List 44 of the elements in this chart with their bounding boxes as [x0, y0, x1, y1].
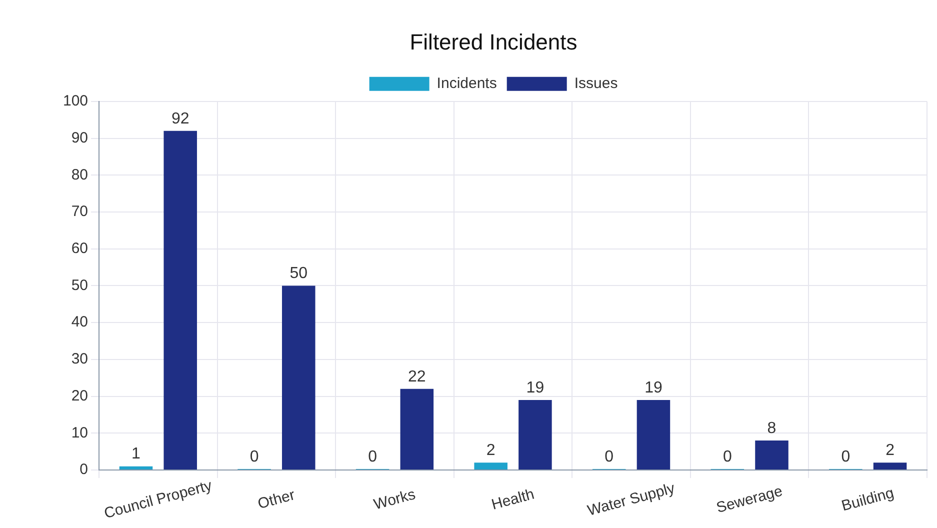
y-tick-label: 70: [71, 203, 88, 220]
x-tick-label: Sewerage: [714, 482, 784, 517]
data-label: 8: [767, 420, 776, 437]
y-tick-label: 100: [62, 92, 88, 110]
data-label: 92: [171, 110, 190, 128]
legend-label: Issues: [574, 75, 618, 92]
y-tick-label: 30: [71, 350, 88, 368]
legend-label: Incidents: [436, 75, 497, 92]
x-tick-label: Council Property: [102, 476, 214, 522]
data-label: 2: [486, 442, 496, 460]
y-tick-label: 0: [80, 461, 88, 478]
bar: [400, 388, 434, 470]
y-tick-label: 60: [71, 240, 88, 257]
chart-title: Filtered Incidents: [410, 29, 578, 54]
y-tick-label: 80: [71, 166, 88, 184]
data-label: 0: [250, 448, 259, 466]
data-label: 2: [886, 442, 895, 460]
bar: [755, 440, 788, 470]
x-tick-label: Health: [490, 486, 536, 514]
data-label: 19: [644, 379, 662, 396]
data-label: 0: [841, 448, 850, 466]
data-label: 0: [722, 448, 732, 466]
data-label: 0: [604, 448, 614, 466]
bar: [873, 462, 907, 470]
data-label: 1: [132, 446, 141, 463]
bar: [518, 400, 552, 470]
x-tick-label: Other: [256, 486, 297, 513]
y-tick-label: 90: [71, 129, 88, 146]
x-tick-label: Water Supply: [586, 480, 678, 520]
y-tick-label: 40: [71, 314, 88, 331]
bar: [474, 462, 508, 470]
y-tick-label: 10: [71, 424, 88, 442]
bar: [164, 130, 197, 470]
data-label: 22: [408, 368, 426, 386]
data-label: 19: [526, 379, 544, 396]
data-label: 50: [290, 265, 308, 282]
bar: [282, 286, 316, 470]
bar: [119, 466, 153, 470]
y-tick-label: 50: [71, 276, 88, 294]
x-tick-label: Building: [840, 484, 896, 515]
bar: [636, 400, 670, 470]
x-tick-label: Works: [372, 486, 418, 514]
data-label: 0: [368, 448, 378, 466]
y-tick-label: 20: [71, 387, 88, 404]
